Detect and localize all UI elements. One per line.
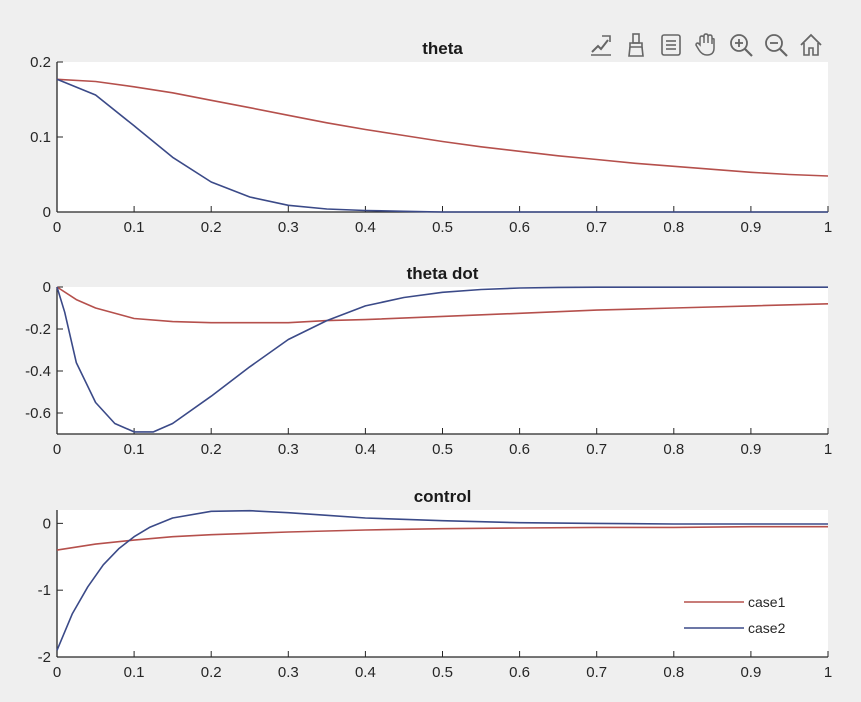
x-tick-label: 0.7 <box>586 441 607 458</box>
zoom-in-icon <box>730 34 753 57</box>
x-tick-label: 0.4 <box>355 664 376 681</box>
y-tick-label: -0.4 <box>25 363 51 380</box>
series-line-case2 <box>56 286 828 433</box>
pan-button[interactable] <box>690 30 722 60</box>
plot-area <box>57 510 828 657</box>
zoom-out-icon <box>765 34 788 57</box>
y-tick-label: 0 <box>43 204 51 221</box>
x-tick-label: 0.2 <box>201 664 222 681</box>
x-tick-label: 0.9 <box>740 441 761 458</box>
x-tick-label: 0.1 <box>124 664 145 681</box>
brush-icon <box>628 33 644 57</box>
series-line-case1 <box>56 78 829 177</box>
data-tips-button[interactable] <box>585 30 617 60</box>
series-line-case1 <box>56 525 828 551</box>
x-tick-label: 0.1 <box>124 441 145 458</box>
subplot-title: theta <box>422 39 463 58</box>
plot-area <box>57 287 828 434</box>
data-tips-icon <box>591 35 611 56</box>
x-tick-label: 0.8 <box>663 441 684 458</box>
x-tick-label: 0.3 <box>278 441 299 458</box>
x-tick-label: 0.1 <box>124 219 145 236</box>
y-tick-label: -0.2 <box>25 321 51 338</box>
x-tick-label: 0.7 <box>586 219 607 236</box>
plot-area <box>57 62 828 212</box>
x-tick-label: 0.4 <box>355 441 376 458</box>
x-tick-label: 0.8 <box>663 219 684 236</box>
x-tick-label: 0 <box>53 219 61 236</box>
x-tick-label: 1 <box>824 441 832 458</box>
series-line-case1 <box>56 286 829 324</box>
x-tick-label: 0.4 <box>355 219 376 236</box>
x-tick-label: 0.6 <box>509 219 530 236</box>
y-tick-label: 0 <box>43 279 51 296</box>
home-button[interactable] <box>795 30 827 60</box>
x-tick-label: 0.6 <box>509 664 530 681</box>
x-tick-label: 0.3 <box>278 219 299 236</box>
y-tick-label: -2 <box>38 649 51 666</box>
x-tick-label: 0.9 <box>740 219 761 236</box>
x-tick-label: 1 <box>824 219 832 236</box>
y-tick-label: 0.1 <box>30 129 51 146</box>
series-line-case2 <box>56 78 828 213</box>
x-tick-label: 0.5 <box>432 441 453 458</box>
brush-button[interactable] <box>620 30 652 60</box>
x-tick-label: 0.8 <box>663 664 684 681</box>
axes-toolbar <box>585 30 827 62</box>
x-tick-label: 0.7 <box>586 664 607 681</box>
legend-label-case2: case2 <box>748 620 786 636</box>
x-tick-label: 0.2 <box>201 441 222 458</box>
x-tick-label: 0.5 <box>432 219 453 236</box>
y-tick-label: -0.6 <box>25 405 51 422</box>
subplot-1: theta 0 0.1 0.2 0.3 0.4 0.5 0.6 0.7 0.8 0.9 1 0 0.1 0.… <box>30 39 832 236</box>
x-tick-label: 0.5 <box>432 664 453 681</box>
legend: case1 case2 <box>684 594 786 636</box>
pan-hand-icon <box>695 33 715 56</box>
subplot-3: control 0 0.1 0.2 0.3 0.4 0.5 0.6 0.7 0.8 0.9 1 0 -1 -… <box>38 487 833 681</box>
legend-label-case1: case1 <box>748 594 786 610</box>
x-tick-label: 0 <box>53 441 61 458</box>
zoom-out-button[interactable] <box>760 30 792 60</box>
subplot-2: theta dot 0 0.1 0.2 0.3 0.4 0.5 0.6 0.7 0.8 0.9 1 0 -… <box>25 264 832 458</box>
zoom-in-button[interactable] <box>725 30 757 60</box>
home-icon <box>800 33 822 56</box>
x-tick-label: 0.2 <box>201 219 222 236</box>
x-tick-label: 0 <box>53 664 61 681</box>
y-tick-label: 0 <box>43 515 51 532</box>
y-tick-label: -1 <box>38 582 51 599</box>
x-tick-label: 0.9 <box>740 664 761 681</box>
series-line-case2 <box>56 509 828 651</box>
subplot-title: theta dot <box>407 264 479 283</box>
subplots: theta 0 0.1 0.2 0.3 0.4 0.5 0.6 0.7 0.8 0.9 1 0 0.1 0.… <box>25 39 832 681</box>
subplot-title: control <box>414 487 472 506</box>
legend-icon <box>661 34 681 56</box>
y-tick-label: 0.2 <box>30 54 51 71</box>
x-tick-label: 1 <box>824 664 832 681</box>
x-tick-label: 0.3 <box>278 664 299 681</box>
x-tick-label: 0.6 <box>509 441 530 458</box>
legend-button[interactable] <box>655 30 687 60</box>
